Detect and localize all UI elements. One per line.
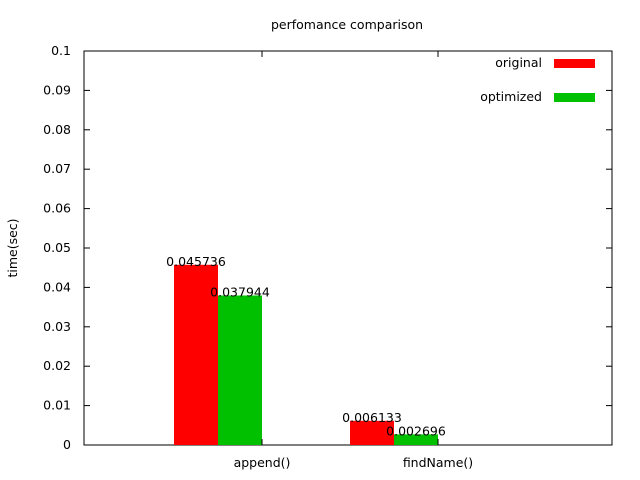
- legend: original optimized: [480, 55, 595, 104]
- data-label: 0.006133: [342, 410, 402, 425]
- y-ticks: 0 0.01 0.02 0.03 0.04 0.05 0.06 0.07 0.08 0.09 0.1: [43, 43, 612, 452]
- data-label: 0.002696: [386, 423, 446, 438]
- legend-swatch: [554, 93, 595, 102]
- y-tick-label: 0: [63, 437, 71, 452]
- y-tick-label: 0.01: [43, 398, 71, 413]
- bar-optimized: [218, 295, 262, 445]
- x-category-label: findName(): [403, 455, 473, 470]
- y-tick-label: 0.09: [43, 82, 71, 97]
- y-tick-label: 0.05: [43, 240, 71, 255]
- y-tick-label: 0.08: [43, 122, 71, 137]
- data-label: 0.045736: [166, 254, 226, 269]
- y-tick-label: 0.07: [43, 161, 71, 176]
- y-tick-label: 0.03: [43, 319, 71, 334]
- y-tick-label: 0.04: [43, 279, 71, 294]
- plot-area: [83, 50, 613, 446]
- chart-title: perfomance comparison: [271, 17, 423, 32]
- y-tick-label: 0.1: [51, 43, 71, 58]
- y-tick-label: 0.06: [43, 201, 71, 216]
- y-tick-label: 0.02: [43, 358, 71, 373]
- data-label: 0.037944: [210, 285, 270, 300]
- category-labels: append() findName(): [234, 51, 473, 470]
- legend-label: original: [495, 55, 542, 70]
- bar-optimized: [394, 434, 438, 445]
- bar-original: [350, 420, 394, 445]
- x-category-label: append(): [234, 455, 291, 470]
- legend-swatch: [554, 59, 595, 68]
- legend-label: optimized: [480, 89, 542, 104]
- y-axis-title: time(sec): [5, 218, 20, 277]
- bar-original: [174, 264, 218, 445]
